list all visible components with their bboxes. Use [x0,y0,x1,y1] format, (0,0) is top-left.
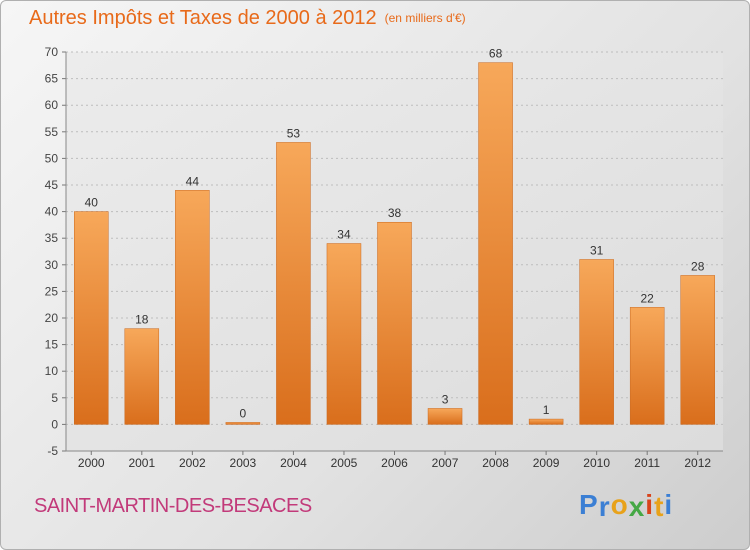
x-tick-label: 2001 [128,456,155,470]
data-label: 53 [287,126,301,140]
x-tick-label: 2010 [583,456,610,470]
logo-letter: i [664,489,674,520]
bar [427,408,463,425]
chart-title-text: Autres Impôts et Taxes de 2000 à 2012 [29,7,377,29]
data-label: 34 [337,228,351,242]
chart-title: Autres Impôts et Taxes de 2000 à 2012 (en… [29,7,466,30]
bar [74,211,109,425]
y-tick-label: 70 [45,45,59,59]
bar [377,221,412,425]
bar [276,142,311,425]
x-tick-label: 2004 [280,456,307,470]
y-tick-label: 40 [45,205,59,219]
bar [478,62,513,425]
y-tick-label: 5 [51,391,58,405]
data-label: 1 [543,403,550,417]
data-label: 40 [85,196,99,210]
data-label: 18 [135,313,149,327]
y-tick-label: 25 [45,284,59,298]
bar [528,418,564,425]
data-label: 28 [691,259,705,273]
y-tick-label: 60 [45,98,59,112]
bar [326,243,362,425]
data-label: 68 [489,47,503,61]
y-tick-label: -5 [47,444,58,458]
bar [579,259,614,425]
logo-letter: r [598,491,611,522]
y-tick-label: 55 [45,125,59,139]
chart-unit-label: (en milliers d'€) [384,11,466,25]
data-label: 38 [388,206,402,220]
data-label: 31 [590,243,604,257]
x-tick-label: 2011 [634,456,660,470]
x-tick-label: 2012 [684,456,711,470]
bars [74,62,715,425]
x-tick-label: 2003 [230,456,257,470]
data-labels: 40 18 44 0 53 34 38 3 68 1 31 22 28 [85,47,705,421]
y-tick-label: 50 [45,151,59,165]
data-label: 3 [442,392,449,406]
x-axis: 2000 2001 2002 2003 2004 2005 2006 2007 2008 2009… [66,450,723,470]
y-tick-label: 15 [45,338,59,352]
x-tick-label: 2002 [179,456,206,470]
logo-letter: x [628,491,646,522]
bar [124,328,160,425]
y-tick-label: 65 [45,72,59,86]
y-tick-label: 20 [45,311,59,325]
y-tick-label: 45 [45,178,59,192]
bar [175,190,210,425]
x-tick-label: 2005 [331,456,358,470]
data-label: 0 [240,406,247,420]
x-tick-label: 2008 [482,456,509,470]
logo-letter: P [579,489,599,520]
y-axis: -5 0 5 10 15 20 25 30 35 40 45 50 55 60 65 70 [45,45,67,458]
proxiti-logo[interactable]: Proxiti [579,489,674,522]
logo-letter: i [645,489,655,520]
bar [680,275,715,425]
city-name: SAINT-MARTIN-DES-BESACES [34,495,312,517]
y-tick-label: 10 [45,364,59,378]
y-tick-label: 35 [45,231,59,245]
bar [225,422,261,425]
data-label: 22 [641,291,655,305]
x-tick-label: 2009 [533,456,560,470]
y-tick-label: 0 [51,417,58,431]
y-tick-label: 30 [45,258,59,272]
bar [629,307,665,425]
x-tick-label: 2006 [381,456,408,470]
x-tick-label: 2007 [432,456,459,470]
logo-letter: o [610,489,629,520]
data-label: 44 [186,174,200,188]
x-tick-label: 2000 [78,456,105,470]
logo-letter: t [654,491,665,522]
